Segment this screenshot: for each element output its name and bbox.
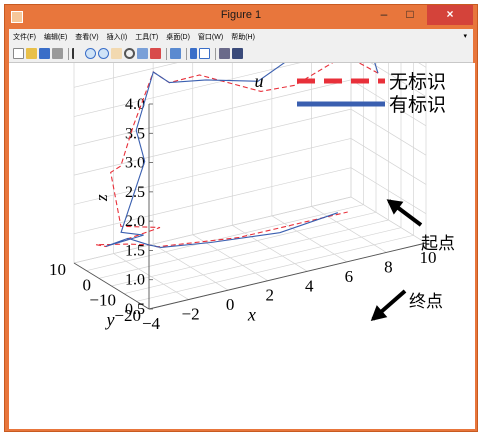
back-wall-gridline [73,167,352,235]
floor-gridline [111,219,389,287]
menu-insert[interactable]: 插入(I) [106,34,128,41]
z-axis-label: z [92,194,111,202]
z-tick-label: 1.0 [125,272,145,289]
menu-bar: 文件(F) 编辑(E) 查看(V) 插入(I) 工具(T) 桌面(D) 窗口(W… [9,29,473,45]
brush-icon[interactable] [150,48,161,59]
z-tick-label: 0.5 [125,301,145,318]
minimize-button[interactable]: – [380,7,388,21]
figure-client-area: 文件(F) 编辑(E) 查看(V) 插入(I) 工具(T) 桌面(D) 窗口(W… [9,0,475,429]
menubar-dock-chevron-icon[interactable]: ▾ [463,33,467,40]
y-axis-label: y [105,309,115,329]
menu-help[interactable]: 帮助(H) [231,34,255,41]
save-icon[interactable] [39,48,50,59]
chart-3d-plot[interactable]: 0.51.01.52.02.53.03.54.0−4 −2 0 2 4 6 8 10−20−1… [9,0,475,429]
rotate-3d-icon[interactable] [124,48,135,59]
end-arrow-head [370,305,388,321]
toolbar-separator [215,47,216,60]
start-label: 起点 [421,234,455,253]
figure-window: Figure 1 – □ × 文件(F) 编辑(E) 查看(V) 插入(I) 工… [4,0,478,432]
side-wall-gridline [350,167,427,215]
maximize-button[interactable]: □ [406,7,414,21]
legend-entry-label: 无标识 [389,71,446,93]
menu-desktop[interactable]: 桌面(D) [166,34,190,41]
open-file-icon[interactable] [26,48,37,59]
back-wall-gridline [73,108,352,176]
link-plot-icon[interactable] [170,48,181,59]
menu-file[interactable]: 文件(F) [13,34,36,41]
floor-gridline [86,204,364,272]
floor-gridline [123,227,402,295]
menu-tools[interactable]: 工具(T) [135,34,159,41]
x-tick-label: 2 [265,286,274,305]
side-wall-gridline [350,196,427,244]
x-tick-label: −4 [142,314,161,333]
data-cursor-icon[interactable] [137,48,148,59]
side-wall-gridline [350,108,427,156]
pan-icon[interactable] [111,48,122,59]
figure-toolbar [9,45,473,63]
x-tick-label: 8 [384,257,393,276]
side-wall-gridline [350,79,427,127]
x-tick-label: −2 [182,305,200,324]
legend-icon[interactable] [199,48,210,59]
zoom-out-icon[interactable] [98,48,109,59]
legend-entry-label: 有标识 [389,94,446,116]
menu-edit[interactable]: 编辑(E) [43,34,68,41]
toolbar-separator [68,47,69,60]
title-bar[interactable]: Figure 1 – □ × [5,5,477,29]
top-label-u: u [255,71,264,91]
colorbar-icon[interactable] [190,48,197,59]
x-tick-label: 10 [420,248,437,267]
print-icon[interactable] [52,48,63,59]
x-tick-label: 4 [305,276,314,295]
pointer-icon[interactable] [72,48,83,59]
x-tick-label: 0 [226,295,235,314]
back-wall-gridline [73,138,352,205]
y-tick-label: 10 [49,260,66,279]
close-button[interactable]: × [427,5,473,25]
y-tick-label: −10 [89,291,116,310]
menu-view[interactable]: 查看(V) [75,34,99,41]
show-plot-tools-icon[interactable] [232,48,243,59]
x-axis-label: x [247,304,256,324]
toolbar-separator [166,47,167,60]
back-wall-gridline [73,79,352,147]
matlab-figure-icon [11,11,23,23]
y-tick-label: 0 [83,275,92,294]
z-tick-label: 3.5 [125,125,145,142]
z-tick-label: 1.5 [125,242,145,259]
back-wall-gridline [73,196,352,264]
window-title: Figure 1 [220,9,262,21]
hide-plot-tools-icon[interactable] [219,48,230,59]
side-wall-gridline [350,138,427,185]
floor-gridline [136,234,414,302]
figure-canvas: 0.5 1.0 1.5 2.0 2.5 3.0 3.5 4.0 −4 −2 0 2 4 6 8 10 −20 −1… [9,0,475,429]
y-tick-label: −20 [114,306,141,325]
y-axis-line [73,262,150,310]
start-arrow-head [386,199,404,215]
z-tick-label: 3.0 [125,155,145,172]
series-line-unmarked [96,54,379,248]
menu-window[interactable]: 窗口(W) [197,34,224,41]
x-axis-line [148,242,427,310]
zoom-in-icon[interactable] [85,48,96,59]
z-tick-label: 2.0 [125,213,145,230]
floor-gridline [98,211,377,279]
x-tick-label: 6 [345,267,354,286]
new-figure-icon[interactable] [13,48,24,59]
toolbar-separator [186,47,187,60]
z-tick-label: 2.5 [125,184,145,201]
end-label: 终点 [409,292,443,311]
